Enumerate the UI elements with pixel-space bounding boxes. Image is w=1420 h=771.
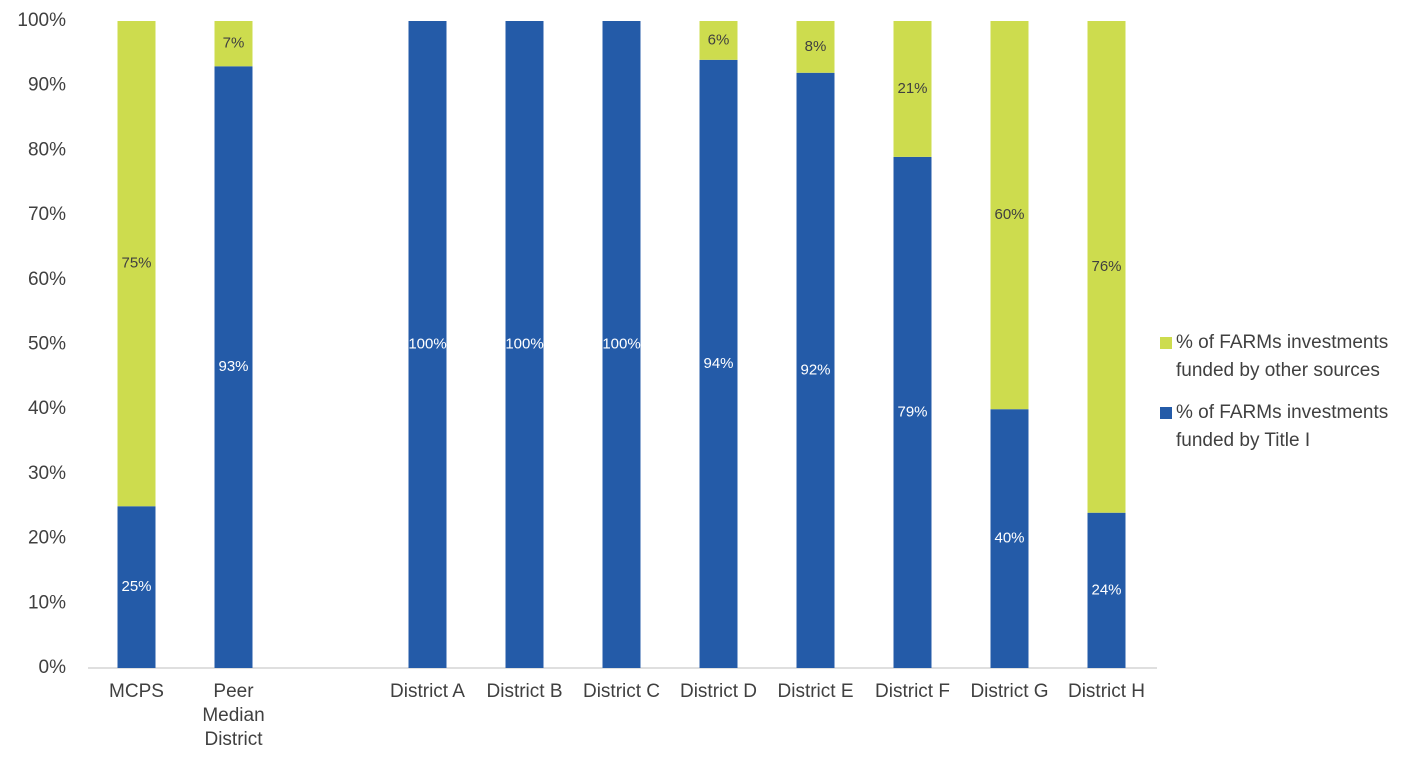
data-label: 100% [602, 335, 640, 352]
x-tick-label: District B [487, 681, 563, 702]
bar-segment [796, 21, 835, 73]
data-label: 100% [408, 335, 446, 352]
legend-swatch [1160, 407, 1172, 419]
data-label: 25% [121, 578, 151, 595]
bar-segment [408, 21, 447, 668]
data-label: 60% [994, 206, 1024, 223]
bar-segment [117, 506, 156, 668]
bar-segment [893, 21, 932, 157]
bar-segment [990, 21, 1029, 410]
bar-segment [699, 59, 738, 668]
data-label: 76% [1091, 258, 1121, 275]
y-tick-label: 30% [28, 463, 66, 484]
y-tick-label: 90% [28, 75, 66, 96]
bar-segment [796, 72, 835, 668]
bar-segment [1087, 512, 1126, 668]
bar-segment [214, 21, 253, 67]
data-label: 79% [897, 403, 927, 420]
data-label: 92% [800, 361, 830, 378]
data-label: 93% [218, 358, 248, 375]
bar-segment [117, 21, 156, 507]
legend-swatch [1160, 337, 1172, 349]
x-tick-label: District C [583, 681, 660, 702]
x-tick-label: District D [680, 681, 757, 702]
y-tick-label: 80% [28, 139, 66, 160]
x-tick-label: District H [1068, 681, 1145, 702]
y-tick-label: 60% [28, 269, 66, 290]
bar-segment [505, 21, 544, 668]
data-label: 7% [223, 35, 245, 52]
bar-segment [602, 21, 641, 668]
data-label: 75% [121, 255, 151, 272]
data-label: 21% [897, 80, 927, 97]
y-tick-label: 70% [28, 204, 66, 225]
legend-label: % of FARMs investments funded by other so… [1176, 332, 1388, 381]
bar-segment [990, 409, 1029, 668]
data-label: 24% [1091, 581, 1121, 598]
x-tick-label: District A [390, 681, 465, 702]
y-tick-label: 20% [28, 528, 66, 549]
data-label: 8% [805, 38, 827, 55]
x-tick-label: District E [778, 681, 854, 702]
bar-segment [699, 21, 738, 60]
data-label: 100% [505, 335, 543, 352]
data-label: 6% [708, 31, 730, 48]
y-tick-label: 50% [28, 334, 66, 355]
y-tick-label: 100% [17, 10, 66, 31]
x-tick-label: Peer Median District [202, 681, 264, 750]
y-tick-label: 40% [28, 398, 66, 419]
legend-label: % of FARMs investments funded by Title I [1176, 402, 1388, 451]
y-tick-label: 10% [28, 592, 66, 613]
bar-segment [893, 156, 932, 668]
x-tick-label: District G [970, 681, 1048, 702]
x-tick-label: MCPS [109, 681, 164, 702]
bar-segment [1087, 21, 1126, 513]
data-label: 40% [994, 530, 1024, 547]
data-label: 94% [703, 355, 733, 372]
x-tick-label: District F [875, 681, 950, 702]
y-tick-label: 0% [39, 657, 67, 678]
bar-segment [214, 66, 253, 669]
